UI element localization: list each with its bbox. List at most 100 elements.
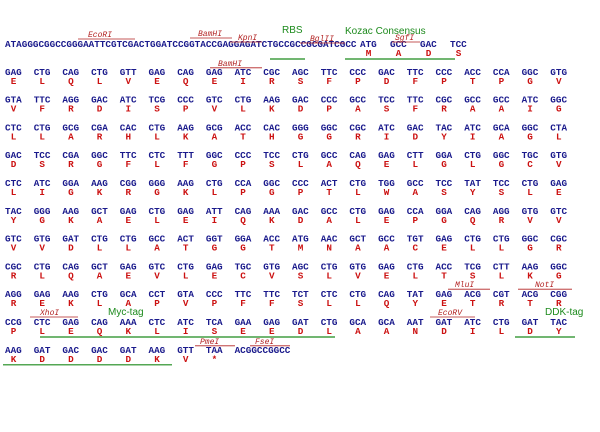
codon: CCG: [5, 317, 22, 328]
codon: GCA: [349, 317, 366, 328]
amino-acid: Y: [470, 187, 476, 198]
amino-acid: S: [441, 187, 447, 198]
codon: CTG: [464, 234, 481, 245]
amino-acid: D: [97, 104, 103, 115]
codon: CCC: [321, 95, 338, 106]
amino-acid: S: [212, 326, 218, 337]
codon: ATC: [177, 317, 194, 328]
amino-acid: Y: [413, 298, 419, 309]
codon: GGA: [62, 178, 79, 189]
amino-acid: C: [240, 270, 246, 281]
amino-acid: D: [384, 76, 390, 87]
amino-acid: Y: [556, 326, 562, 337]
codon: GTT: [177, 345, 194, 356]
amino-acid: L: [97, 298, 103, 309]
amino-acid: L: [39, 76, 45, 87]
amino-acid: P: [11, 326, 17, 337]
codon: GTG: [522, 206, 539, 217]
amino-acid: L: [154, 159, 160, 170]
amino-acid: E: [126, 270, 132, 281]
amino-acid: V: [39, 243, 45, 254]
codon: CTG: [34, 122, 51, 133]
amino-acid: D: [68, 243, 74, 254]
amino-acid: E: [240, 326, 246, 337]
codon: CTC: [149, 150, 166, 161]
codon: TCC: [263, 150, 280, 161]
amino-acid: L: [499, 270, 505, 281]
amino-acid: P: [154, 298, 160, 309]
codon: GAC: [378, 67, 395, 78]
amino-acid: G: [39, 215, 45, 226]
amino-acid: F: [326, 76, 332, 87]
codon: GTG: [263, 261, 280, 272]
codon: GGC: [522, 122, 539, 133]
codon: ATC: [235, 67, 252, 78]
codon: GAC: [292, 206, 309, 217]
amino-acid: G: [556, 104, 562, 115]
codon: GAG: [5, 67, 22, 78]
codon: CGG: [550, 289, 567, 300]
amino-acid: A: [212, 131, 218, 142]
amino-acid: I: [212, 215, 218, 226]
amino-acid: K: [126, 326, 132, 337]
amino-acid: G: [326, 131, 332, 142]
codon: GTC: [149, 261, 166, 272]
codon: CAG: [62, 261, 79, 272]
amino-acid: H: [269, 131, 275, 142]
codon: ATT: [206, 206, 223, 217]
codon: CGT: [493, 289, 510, 300]
codon: GAG: [120, 206, 137, 217]
codon: CTG: [91, 67, 108, 78]
amino-acid: L: [183, 270, 189, 281]
amino-acid: L: [240, 104, 246, 115]
codon: GGA: [436, 206, 453, 217]
codon: CTG: [321, 261, 338, 272]
codon: GGC: [263, 178, 280, 189]
codon: AAG: [522, 261, 539, 272]
amino-acid: E: [154, 76, 160, 87]
amino-acid: K: [269, 215, 275, 226]
amino-acid: R: [499, 215, 505, 226]
codon: AAA: [120, 317, 137, 328]
codon: GCA: [120, 289, 137, 300]
codon: CCT: [149, 289, 166, 300]
amino-acid: E: [68, 326, 74, 337]
amino-acid: T: [183, 243, 189, 254]
codon: GAG: [177, 206, 194, 217]
codon: GCT: [91, 206, 108, 217]
amino-acid: R: [68, 104, 74, 115]
codon: AAT: [407, 317, 424, 328]
codon: TCC: [34, 150, 51, 161]
amino-acid: L: [212, 187, 218, 198]
amino-acid: L: [413, 270, 419, 281]
amino-acid: Q: [240, 215, 246, 226]
codon: CAC: [120, 122, 137, 133]
codon: GAG: [550, 178, 567, 189]
amino-acid: V: [556, 159, 562, 170]
amino-acid: A: [384, 326, 390, 337]
amino-acid: E: [384, 270, 390, 281]
codon: GCG: [62, 122, 79, 133]
codon: CCC: [206, 289, 223, 300]
amino-acid: T: [240, 131, 246, 142]
amino-acid: S: [499, 187, 505, 198]
enzyme-site: EcoRI: [88, 31, 112, 40]
codon: AGG: [5, 289, 22, 300]
codon: GAG: [436, 234, 453, 245]
amino-acid: F: [240, 298, 246, 309]
amino-acid: A: [355, 243, 361, 254]
amino-acid: F: [183, 159, 189, 170]
amino-acid: L: [470, 159, 476, 170]
codon: CTG: [177, 261, 194, 272]
codon: CCA: [493, 67, 510, 78]
amino-acid: K: [154, 354, 160, 365]
codon: GGC: [321, 122, 338, 133]
codon: TCC: [436, 178, 453, 189]
codon: ACT: [321, 178, 338, 189]
codon: GCC: [321, 150, 338, 161]
amino-acid: A: [126, 298, 132, 309]
amino-acid: Y: [11, 215, 17, 226]
codon: CGC: [436, 95, 453, 106]
amino-acid: A: [326, 215, 332, 226]
